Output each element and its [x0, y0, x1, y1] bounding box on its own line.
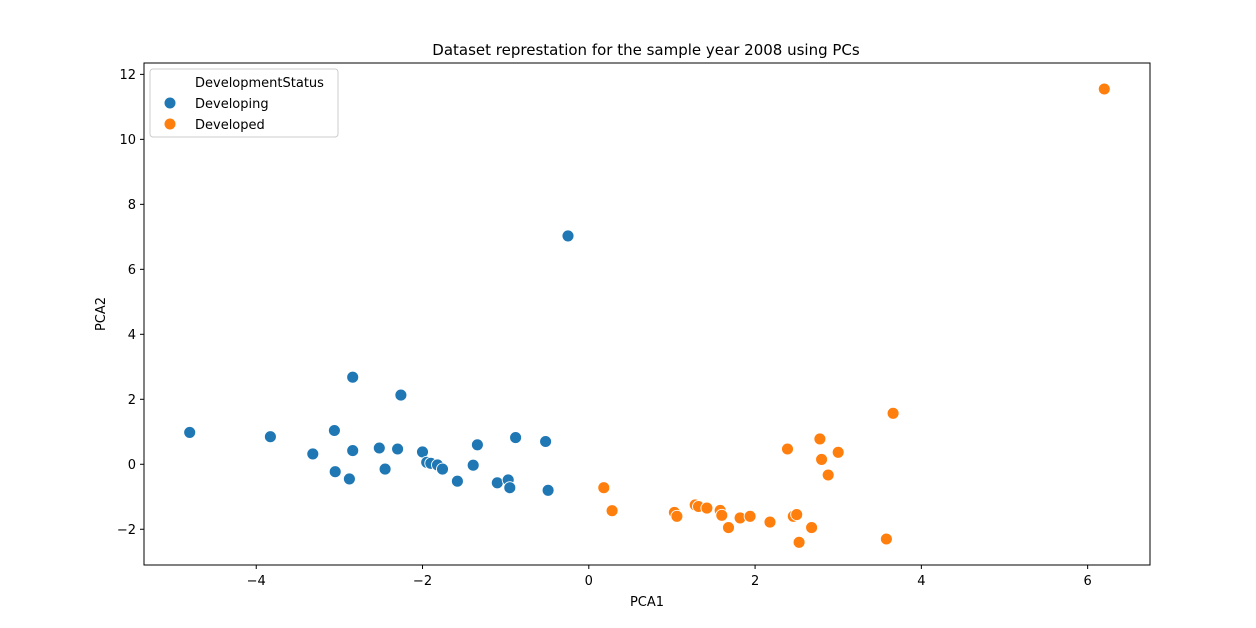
- data-point-developed-8: [715, 508, 729, 522]
- y-tick-label: 10: [119, 133, 136, 148]
- data-point-developing-20: [490, 476, 504, 490]
- data-point-developed-20: [821, 468, 835, 482]
- chart-title: Dataset represtation for the sample year…: [432, 41, 860, 59]
- legend-marker-developing: [164, 97, 176, 109]
- data-point-developing-23: [509, 431, 523, 445]
- legend-marker-developed: [164, 118, 176, 130]
- data-point-developing-6: [346, 370, 360, 384]
- data-point-developed-12: [763, 515, 777, 529]
- data-point-developing-18: [466, 458, 480, 472]
- data-point-developing-11: [394, 388, 408, 402]
- data-point-developed-16: [792, 535, 806, 549]
- data-point-developing-26: [561, 229, 575, 243]
- data-point-developed-23: [886, 406, 900, 420]
- legend-label-developing: Developing: [195, 97, 269, 112]
- data-point-developed-21: [831, 445, 845, 459]
- data-point-developing-19: [470, 438, 484, 452]
- axes-layer: −4 −2 0 2 4 6 −2 0 2 4 6 8 10 12: [117, 68, 1092, 589]
- y-tick-label: 12: [119, 68, 136, 83]
- data-point-developed-13: [781, 442, 794, 456]
- data-point-developed-24: [1097, 82, 1111, 96]
- data-point-developing-22: [503, 481, 517, 495]
- data-point-developing-5: [342, 472, 356, 486]
- x-tick-label: 0: [585, 574, 593, 589]
- data-point-developed-18: [813, 432, 827, 446]
- data-point-developing-24: [539, 435, 553, 448]
- data-point-developed-22: [879, 532, 893, 546]
- x-axis-label: PCA1: [630, 595, 664, 610]
- data-point-developed-11: [743, 509, 757, 523]
- y-tick-label: 6: [128, 263, 136, 278]
- x-tick-label: −2: [413, 574, 432, 589]
- y-tick-label: −2: [117, 523, 136, 538]
- data-point-developed-0: [597, 481, 611, 495]
- data-point-developing-25: [541, 483, 555, 497]
- x-tick-label: 2: [751, 574, 759, 589]
- x-tick-label: 4: [917, 574, 925, 589]
- data-point-developing-10: [391, 442, 405, 456]
- y-tick-label: 4: [128, 328, 136, 343]
- legend-title: DevelopmentStatus: [195, 76, 324, 91]
- data-point-developing-16: [436, 462, 449, 476]
- data-point-developing-1: [263, 430, 277, 444]
- y-axis-label: PCA2: [94, 297, 109, 331]
- data-point-developing-17: [450, 474, 464, 488]
- x-tick-label: −4: [247, 574, 266, 589]
- y-tick-label: 0: [128, 458, 136, 473]
- legend-frame: [149, 68, 339, 138]
- data-point-developing-4: [328, 465, 342, 479]
- data-point-developing-3: [327, 424, 341, 437]
- data-point-developing-8: [372, 441, 386, 455]
- data-point-developed-6: [700, 501, 714, 515]
- data-point-developed-15: [790, 508, 804, 522]
- data-point-developing-7: [346, 444, 360, 458]
- data-point-developed-9: [722, 521, 735, 535]
- legend: DevelopmentStatus Developing Developed: [149, 68, 339, 138]
- data-point-developed-17: [805, 521, 819, 535]
- data-point-developed-3: [670, 509, 684, 523]
- data-point-developed-19: [815, 452, 829, 466]
- y-tick-label: 8: [128, 198, 136, 213]
- points-layer: [183, 82, 1111, 549]
- y-tick-label: 2: [128, 393, 136, 408]
- data-point-developing-9: [378, 462, 392, 476]
- legend-label-developed: Developed: [195, 118, 265, 133]
- data-point-developing-2: [306, 447, 320, 461]
- data-point-developed-1: [605, 504, 619, 518]
- plot-frame: [143, 62, 1151, 566]
- x-tick-label: 6: [1084, 574, 1092, 589]
- data-point-developing-0: [183, 425, 197, 439]
